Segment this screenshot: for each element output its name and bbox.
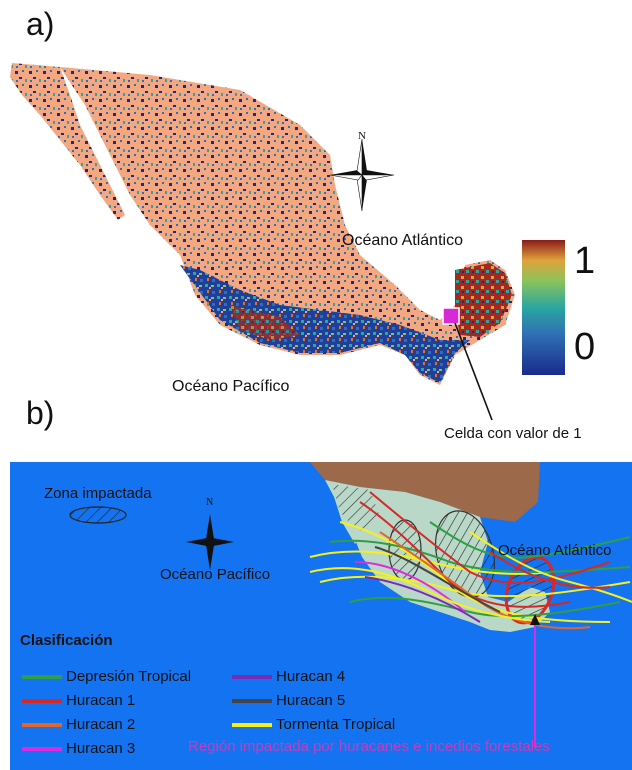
north-arrow-a [329, 138, 395, 212]
panel-b-map [10, 462, 632, 770]
highlighted-cell [442, 307, 460, 325]
baja-california [10, 63, 125, 220]
legend-item-label: Huracan 4 [276, 668, 346, 685]
land-north [310, 462, 540, 522]
ocean-atlantic-label-a: Océano Atlántico [342, 232, 463, 249]
legend-item-label: Huracan 5 [276, 692, 346, 709]
legend-item-label: Tormenta Tropical [276, 716, 396, 733]
mexico-mainland [60, 67, 515, 385]
callout-line [454, 322, 493, 421]
impacted-zone-label: Zona impactada [44, 485, 152, 502]
legend-zone-swatch [69, 506, 127, 524]
legend-item-label: Huracan 1 [66, 692, 136, 709]
legend-item-label: Depresión Tropical [66, 668, 192, 685]
colorbar-min-label: 0 [574, 326, 596, 368]
panel-a-label: a) [26, 6, 55, 42]
legend-item-label: Huracan 3 [66, 740, 136, 757]
north-arrow-b [186, 514, 234, 570]
region-note: Región impactada por huracanes e incedio… [188, 738, 550, 755]
north-label-b: N [206, 497, 214, 508]
legend-swatches [22, 675, 272, 751]
ocean-atlantic-label-b: Océano Atlántico [498, 542, 612, 559]
ocean-pacific-label-b: Océano Pacífico [160, 566, 271, 583]
colorbar-max-label: 1 [574, 240, 596, 282]
legend-item-label: Huracan 2 [66, 716, 136, 733]
ocean-pacific-label-a: Océano Pacífico [172, 378, 290, 395]
legend-title: Clasificación [20, 632, 113, 649]
panel-a-map [10, 63, 565, 421]
colorbar [522, 240, 565, 375]
callout-label: Celda con valor de 1 [444, 425, 582, 442]
storm-tracks [309, 491, 632, 630]
panel-b-label: b) [26, 395, 55, 431]
north-label-a: N [358, 130, 366, 142]
